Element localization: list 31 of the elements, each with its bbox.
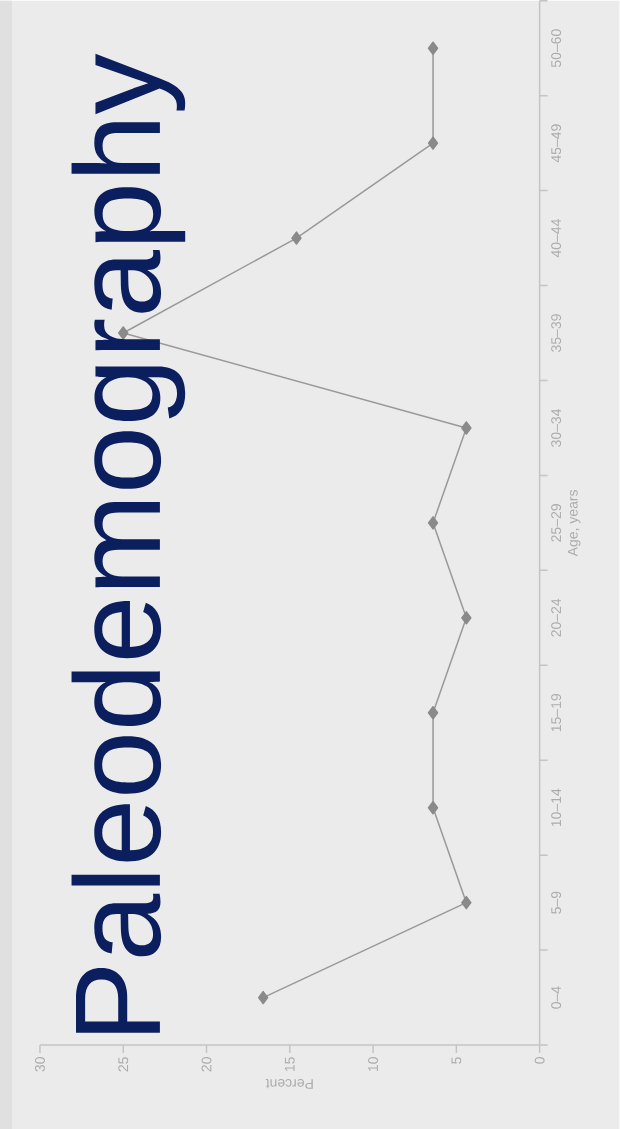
point	[427, 136, 439, 150]
x-tick-label: 5	[451, 1057, 462, 1064]
text: Paleodemography	[71, 53, 186, 1033]
point	[461, 611, 472, 625]
x-tick-label: 30	[35, 1057, 46, 1072]
y-axis-title: Age, years	[568, 489, 581, 557]
x-tick-label: 20	[201, 1057, 212, 1072]
point	[427, 800, 439, 815]
y-tick-label: 20–24	[551, 598, 562, 637]
point	[461, 895, 472, 910]
y-tick-label: 5–9	[551, 891, 562, 914]
y-tick-label: 40–44	[551, 219, 562, 258]
x-tick-label: 15	[285, 1057, 295, 1072]
y-tick-label: 15–19	[551, 693, 562, 732]
x-axis-title: Percent	[266, 1078, 313, 1089]
y-tick-label: 25–29	[551, 504, 562, 542]
point	[461, 421, 472, 435]
y-tick-label: 0–4	[551, 986, 562, 1009]
y-tick-label: 45–49	[551, 124, 562, 163]
y-tick-label: 35–39	[551, 314, 562, 352]
x-tick-label: 25	[118, 1057, 129, 1072]
point	[427, 516, 439, 530]
point	[427, 41, 439, 55]
y-tick-label: 30–34	[551, 408, 562, 447]
y-tick-label: 10–14	[551, 788, 562, 827]
point	[258, 990, 269, 1005]
point	[291, 231, 302, 245]
x-tick-label: 10	[368, 1057, 379, 1072]
point	[427, 706, 439, 720]
x-tick-label: 0	[534, 1057, 545, 1064]
y-tick-label: 50–60	[551, 29, 562, 68]
